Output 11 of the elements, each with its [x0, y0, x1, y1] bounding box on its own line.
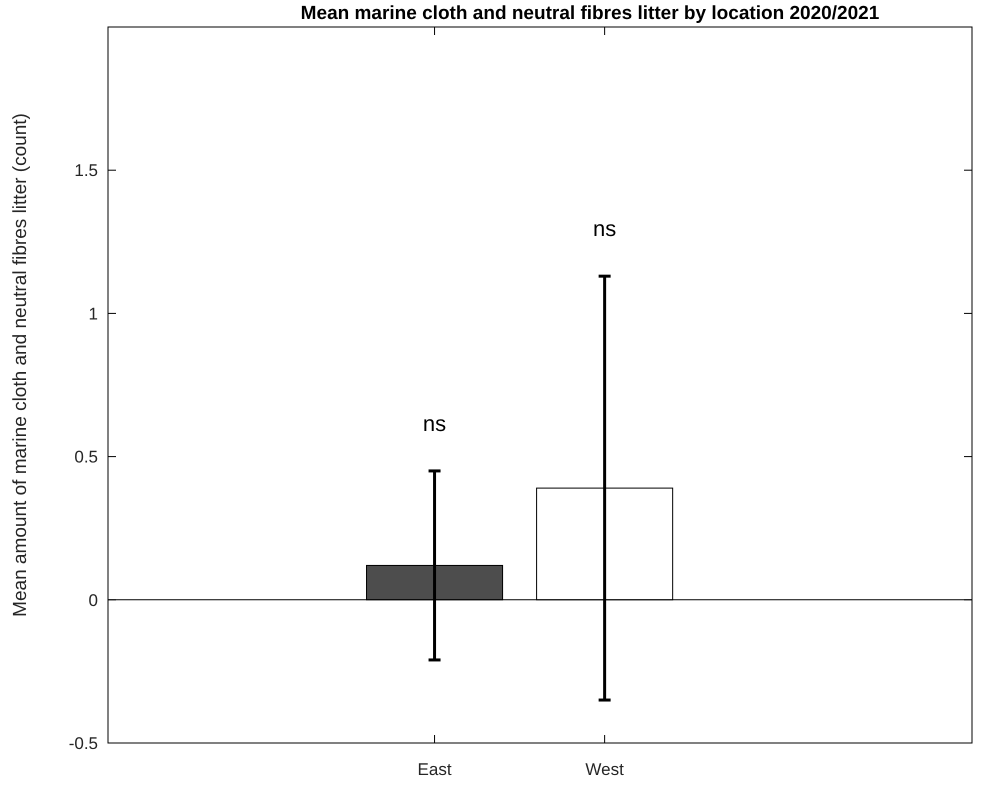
x-tick-label: East	[418, 760, 452, 779]
x-tick-label: West	[585, 760, 624, 779]
y-axis-title: Mean amount of marine cloth and neutral fibres litter (count)	[10, 113, 31, 617]
annotation: ns	[422, 410, 446, 436]
y-tick-label: 1.5	[74, 161, 98, 180]
y-tick-label: 1	[88, 304, 98, 324]
chart-title: Mean marine cloth and neutral fibres litter by location 2020/2021	[300, 3, 880, 24]
y-tick-label: 0.5	[74, 448, 98, 467]
annotation: ns	[593, 216, 616, 242]
y-tick-label: 0	[88, 590, 98, 610]
y-tick-label: -0.5	[68, 734, 98, 753]
